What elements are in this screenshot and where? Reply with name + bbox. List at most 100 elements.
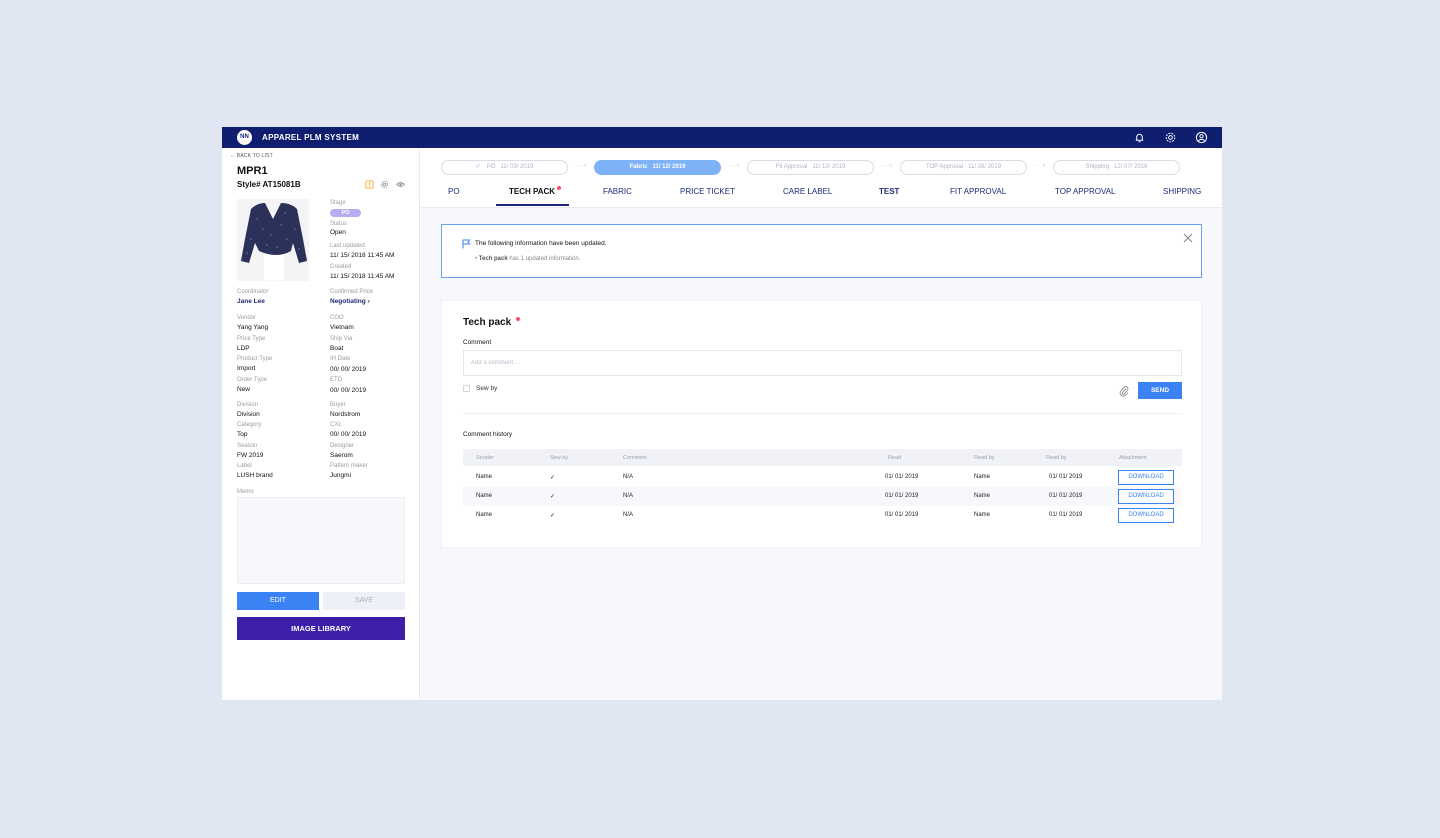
main-content: ✓ PO 11/ 03/ 2019 ···› Fabric 11/ 12/ 201… — [421, 148, 1222, 700]
gear-icon[interactable] — [1164, 131, 1177, 144]
user-icon[interactable] — [1195, 131, 1208, 144]
ih-date-value: 00/ 00/ 2019 — [330, 366, 367, 373]
left-panel: ← BACK TO LIST MPR1 Style# AT15081B — [222, 148, 420, 700]
created-label: Created — [330, 264, 352, 270]
status-value: Open — [330, 229, 346, 236]
ih-date-label: IH Date — [330, 356, 351, 362]
division-label: Division — [237, 402, 259, 408]
paperclip-icon[interactable] — [1119, 385, 1129, 397]
notice-item-text: has 1 updated information. — [507, 256, 581, 262]
last-updated-value: 11/ 15/ 2018 11:45 AM — [330, 252, 395, 259]
sew-by-checkbox[interactable] — [463, 385, 470, 392]
coordinator-value[interactable]: Jane Lee — [237, 298, 265, 305]
download-button[interactable]: DOWNLOAD — [1118, 470, 1174, 485]
tab-care-label[interactable]: CARE LABEL — [783, 187, 833, 196]
edit-button[interactable]: EDIT — [237, 592, 319, 610]
alert-icon[interactable] — [365, 180, 374, 189]
tab-shipping[interactable]: SHIPPING — [1163, 187, 1202, 196]
memo-textarea[interactable] — [237, 497, 405, 584]
price-type-value: LDP — [237, 345, 250, 352]
back-arrow-icon: ← — [230, 153, 237, 159]
read-by-cell: Name — [974, 474, 991, 480]
column-header: Read — [888, 455, 902, 461]
read-cell: 01/ 01/ 2019 — [885, 512, 919, 518]
update-notice: The following information have been upda… — [441, 224, 1202, 278]
ship-via-value: Boat — [330, 345, 344, 352]
notice-item: • Tech pack has 1 updated information. — [475, 256, 580, 262]
vendor-value: Yang Yang — [237, 324, 269, 331]
notice-title: The following information have been upda… — [475, 240, 607, 247]
sew-by-cell: ✓ — [550, 475, 556, 481]
category-value: Top — [237, 431, 248, 438]
logo: NN — [237, 130, 252, 145]
read-by-cell: Name — [974, 512, 991, 518]
tab-price-ticket[interactable]: PRICE TICKET — [680, 187, 735, 196]
column-header: Read by — [1046, 455, 1067, 461]
settings-icon[interactable] — [380, 180, 389, 189]
tab-top-approval[interactable]: TOP APPROVAL — [1055, 187, 1116, 196]
chevron-right-icon: › — [367, 298, 370, 305]
tab-fit-approval[interactable]: FIT APPROVAL — [950, 187, 1007, 196]
product-image[interactable] — [237, 199, 309, 281]
active-tab-indicator — [496, 204, 569, 206]
step-arrow: ···› — [881, 163, 893, 169]
read-by-date-cell: 01/ 01/ 2019 — [1049, 493, 1083, 499]
tab-fabric[interactable]: FABRIC — [603, 187, 632, 196]
comment-input[interactable] — [463, 350, 1182, 376]
bell-icon[interactable] — [1133, 131, 1146, 144]
item-name: MPR1 — [237, 165, 268, 177]
coo-label: COO — [330, 315, 344, 321]
confirmed-price-link[interactable]: Negotiating › — [330, 298, 370, 305]
tab-tech-pack[interactable]: TECH PACK — [509, 187, 556, 196]
step-po[interactable]: ✓ PO 11/ 03/ 2019 — [441, 160, 568, 175]
division-value: Division — [237, 411, 260, 418]
step-arrow: ···› — [575, 163, 587, 169]
save-button[interactable]: SAVE — [323, 592, 405, 610]
cxl-value: 00/ 00/ 2019 — [330, 431, 367, 438]
sender-cell: Name — [476, 493, 493, 499]
sew-by-label: Sew by — [476, 385, 498, 392]
category-label: Category — [237, 422, 262, 428]
notice-bullet: • — [475, 256, 478, 262]
send-button[interactable]: SEND — [1138, 382, 1182, 399]
price-type-label: Price Type — [237, 336, 266, 342]
tab-po[interactable]: PO — [448, 187, 460, 196]
back-to-list-link[interactable]: ← BACK TO LIST — [230, 153, 273, 159]
comment-label: Comment — [463, 339, 492, 346]
step-top-approval[interactable]: TOP Approval 11/ 28/ 2019 — [900, 160, 1027, 175]
product-type-label: Product Type — [237, 356, 273, 362]
read-cell: 01/ 01/ 2019 — [885, 493, 919, 499]
flag-icon — [462, 239, 471, 249]
app-window: NN APPAREL PLM SYSTEM ← BACK TO LIST MPR… — [222, 127, 1222, 700]
step-fit-approval[interactable]: Fit Approval 11/ 13/ 2019 — [747, 160, 874, 175]
card-title: Tech pack — [463, 317, 512, 328]
download-button[interactable]: DOWNLOAD — [1118, 489, 1174, 504]
tab-notification-dot — [557, 186, 561, 190]
top-bar: NN APPAREL PLM SYSTEM — [222, 127, 1222, 148]
sender-cell: Name — [476, 512, 493, 518]
eye-icon[interactable] — [396, 180, 405, 189]
label-field-value: LUSH brand — [237, 472, 273, 479]
notice-item-bold: Tech pack — [478, 256, 508, 262]
step-fabric[interactable]: Fabric 11/ 12/ 2019 — [594, 160, 721, 175]
coordinator-label: Coordinator — [237, 289, 269, 295]
download-button[interactable]: DOWNLOAD — [1118, 508, 1174, 523]
pattern-maker-label: Pattern maker — [330, 463, 368, 469]
check-icon: ✓ — [475, 164, 481, 170]
etd-label: ETD — [330, 377, 342, 383]
tab-test[interactable]: TEST — [879, 187, 900, 196]
buyer-value: Nordstrom — [330, 411, 361, 418]
tech-pack-card: Tech pack Comment Sew by SEND Comment hi… — [441, 300, 1202, 548]
read-by-cell: Name — [974, 493, 991, 499]
stage-badge: PO — [330, 209, 361, 217]
image-library-button[interactable]: IMAGE LIBRARY — [237, 617, 405, 640]
close-icon[interactable] — [1183, 233, 1193, 243]
step-arrow: ···› — [1034, 163, 1046, 169]
comment-cell: N/A — [623, 474, 634, 480]
progress-header: ✓ PO 11/ 03/ 2019 ···› Fabric 11/ 12/ 201… — [421, 148, 1222, 208]
memo-label: Memo — [237, 489, 254, 495]
column-header: Read by — [974, 455, 995, 461]
label-field-label: Label — [237, 463, 252, 469]
step-shipping[interactable]: Shipping 12/ 07/ 2019 — [1053, 160, 1180, 175]
read-cell: 01/ 01/ 2019 — [885, 474, 919, 480]
